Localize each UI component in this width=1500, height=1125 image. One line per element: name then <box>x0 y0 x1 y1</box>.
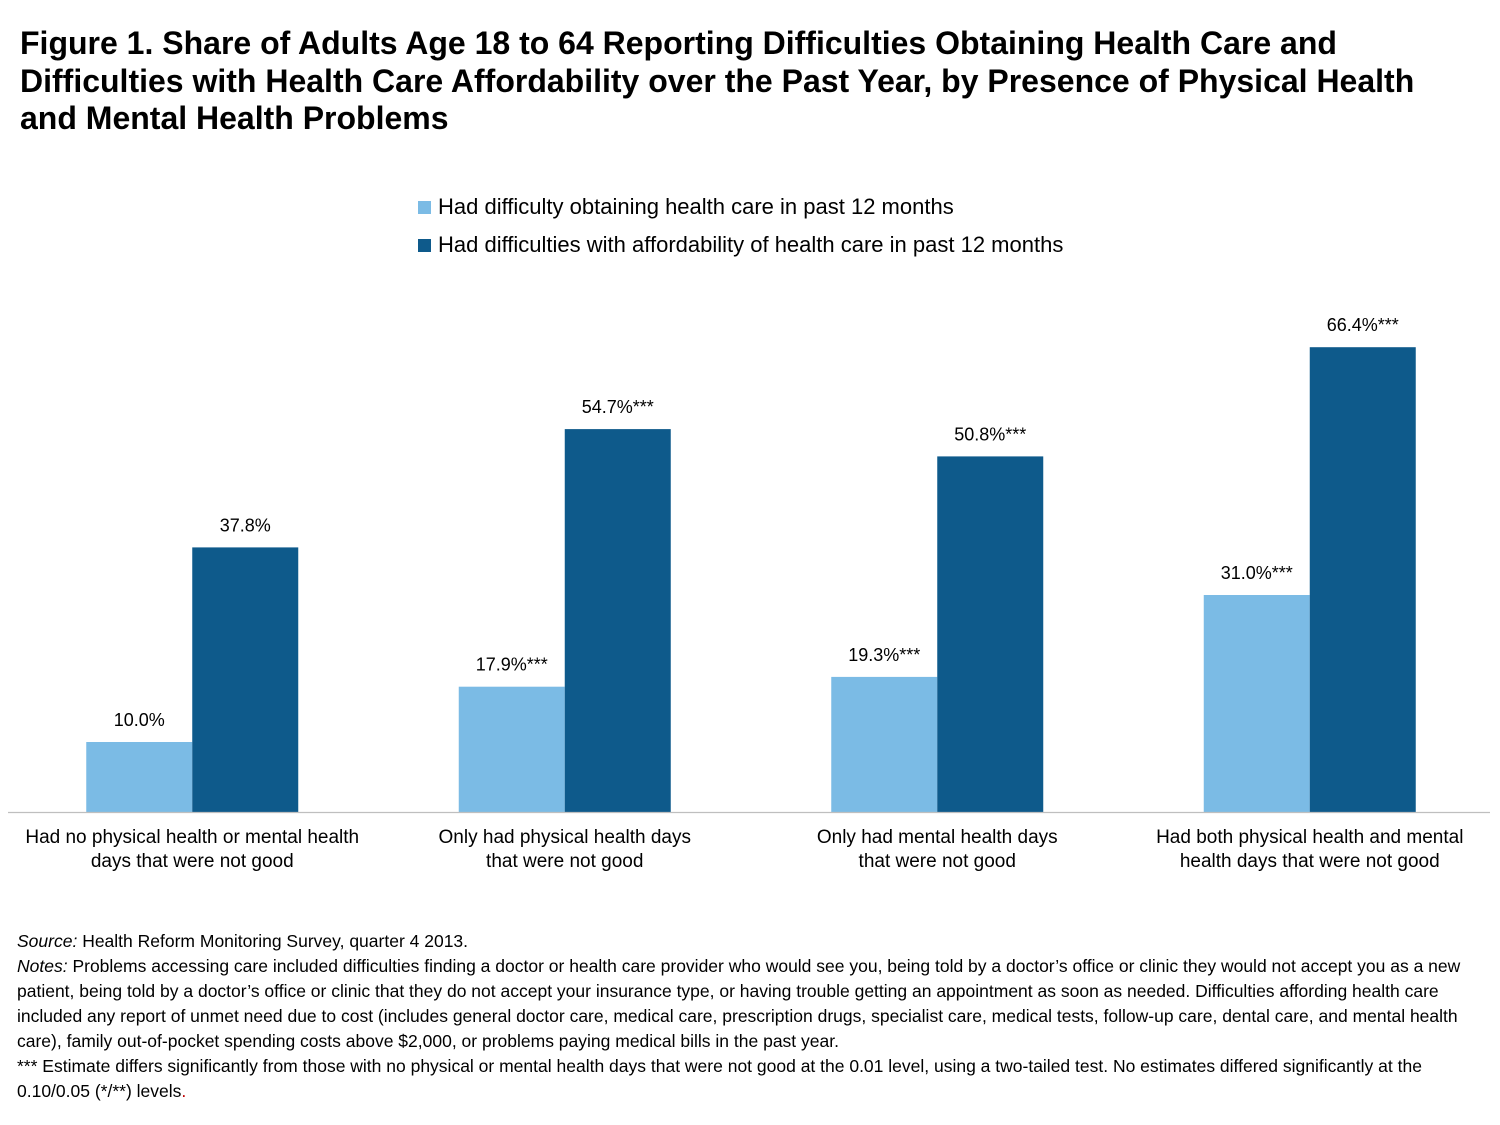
legend-label-affordability-difficulty: Had difficulties with affordability of h… <box>438 232 1064 257</box>
significance-note-text: *** Estimate differs significantly from … <box>17 1056 1422 1101</box>
source-text: Health Reform Monitoring Survey, quarter… <box>82 931 469 951</box>
bar-difficulty-obtaining-care-1 <box>86 742 193 812</box>
category-label-2: Only had physical health days that were … <box>438 827 691 872</box>
notes-label: Notes: <box>17 956 68 976</box>
notes-text: Problems accessing care included difficu… <box>17 956 1461 1051</box>
bar-affordability-difficulty-1 <box>192 547 299 812</box>
chart-title: Figure 1. Share of Adults Age 18 to 64 R… <box>20 25 1415 136</box>
bar-difficulty-obtaining-care-4 <box>1203 595 1310 812</box>
category-label-4: Had both physical health and mental heal… <box>1156 827 1464 872</box>
notes: Notes: Problems accessing care included … <box>17 954 1483 1054</box>
data-label-difficulty-obtaining-care-3: 19.3%*** <box>848 645 920 665</box>
bars-layer <box>86 347 1416 812</box>
footnotes: Source: Health Reform Monitoring Survey,… <box>17 929 1483 1104</box>
source-label: Source: <box>17 931 78 951</box>
bar-affordability-difficulty-4 <box>1309 347 1416 812</box>
legend-swatch-affordability-difficulty <box>418 238 431 252</box>
data-label-affordability-difficulty-3: 50.8%*** <box>954 424 1026 444</box>
legend-label-difficulty-obtaining-care: Had difficulty obtaining health care in … <box>438 194 954 219</box>
legend-item-difficulty-obtaining-care: Had difficulty obtaining health care in … <box>418 193 1063 221</box>
data-label-affordability-difficulty-2: 54.7%*** <box>582 397 654 417</box>
bar-difficulty-obtaining-care-2 <box>458 686 565 812</box>
category-label-3: Only had mental health days that were no… <box>816 827 1058 872</box>
category-label-1: Had no physical health or mental health … <box>25 827 360 872</box>
bar-chart: 10.0% 37.8% 17.9%*** 54.7%*** 19.3%*** 50.8%*… <box>8 315 1490 814</box>
data-label-difficulty-obtaining-care-2: 17.9%*** <box>476 655 548 675</box>
data-label-affordability-difficulty-4: 66.4%*** <box>1327 315 1399 335</box>
significance-note-end-mark: . <box>181 1081 187 1101</box>
legend-item-affordability-difficulty: Had difficulties with affordability of h… <box>418 231 1063 259</box>
data-labels-layer: 10.0% 37.8% 17.9%*** 54.7%*** 19.3%*** 50.8%*… <box>114 315 1399 730</box>
bar-difficulty-obtaining-care-3 <box>831 676 938 812</box>
significance-note: *** Estimate differs significantly from … <box>17 1054 1483 1104</box>
bar-affordability-difficulty-2 <box>564 429 671 812</box>
source-note: Source: Health Reform Monitoring Survey,… <box>17 929 1483 954</box>
data-label-difficulty-obtaining-care-4: 31.0%*** <box>1221 563 1293 583</box>
bar-affordability-difficulty-3 <box>937 456 1044 812</box>
legend: Had difficulty obtaining health care in … <box>418 193 1063 269</box>
legend-swatch-difficulty-obtaining-care <box>418 200 431 214</box>
data-label-affordability-difficulty-1: 37.8% <box>220 515 271 535</box>
data-label-difficulty-obtaining-care-1: 10.0% <box>114 710 165 730</box>
